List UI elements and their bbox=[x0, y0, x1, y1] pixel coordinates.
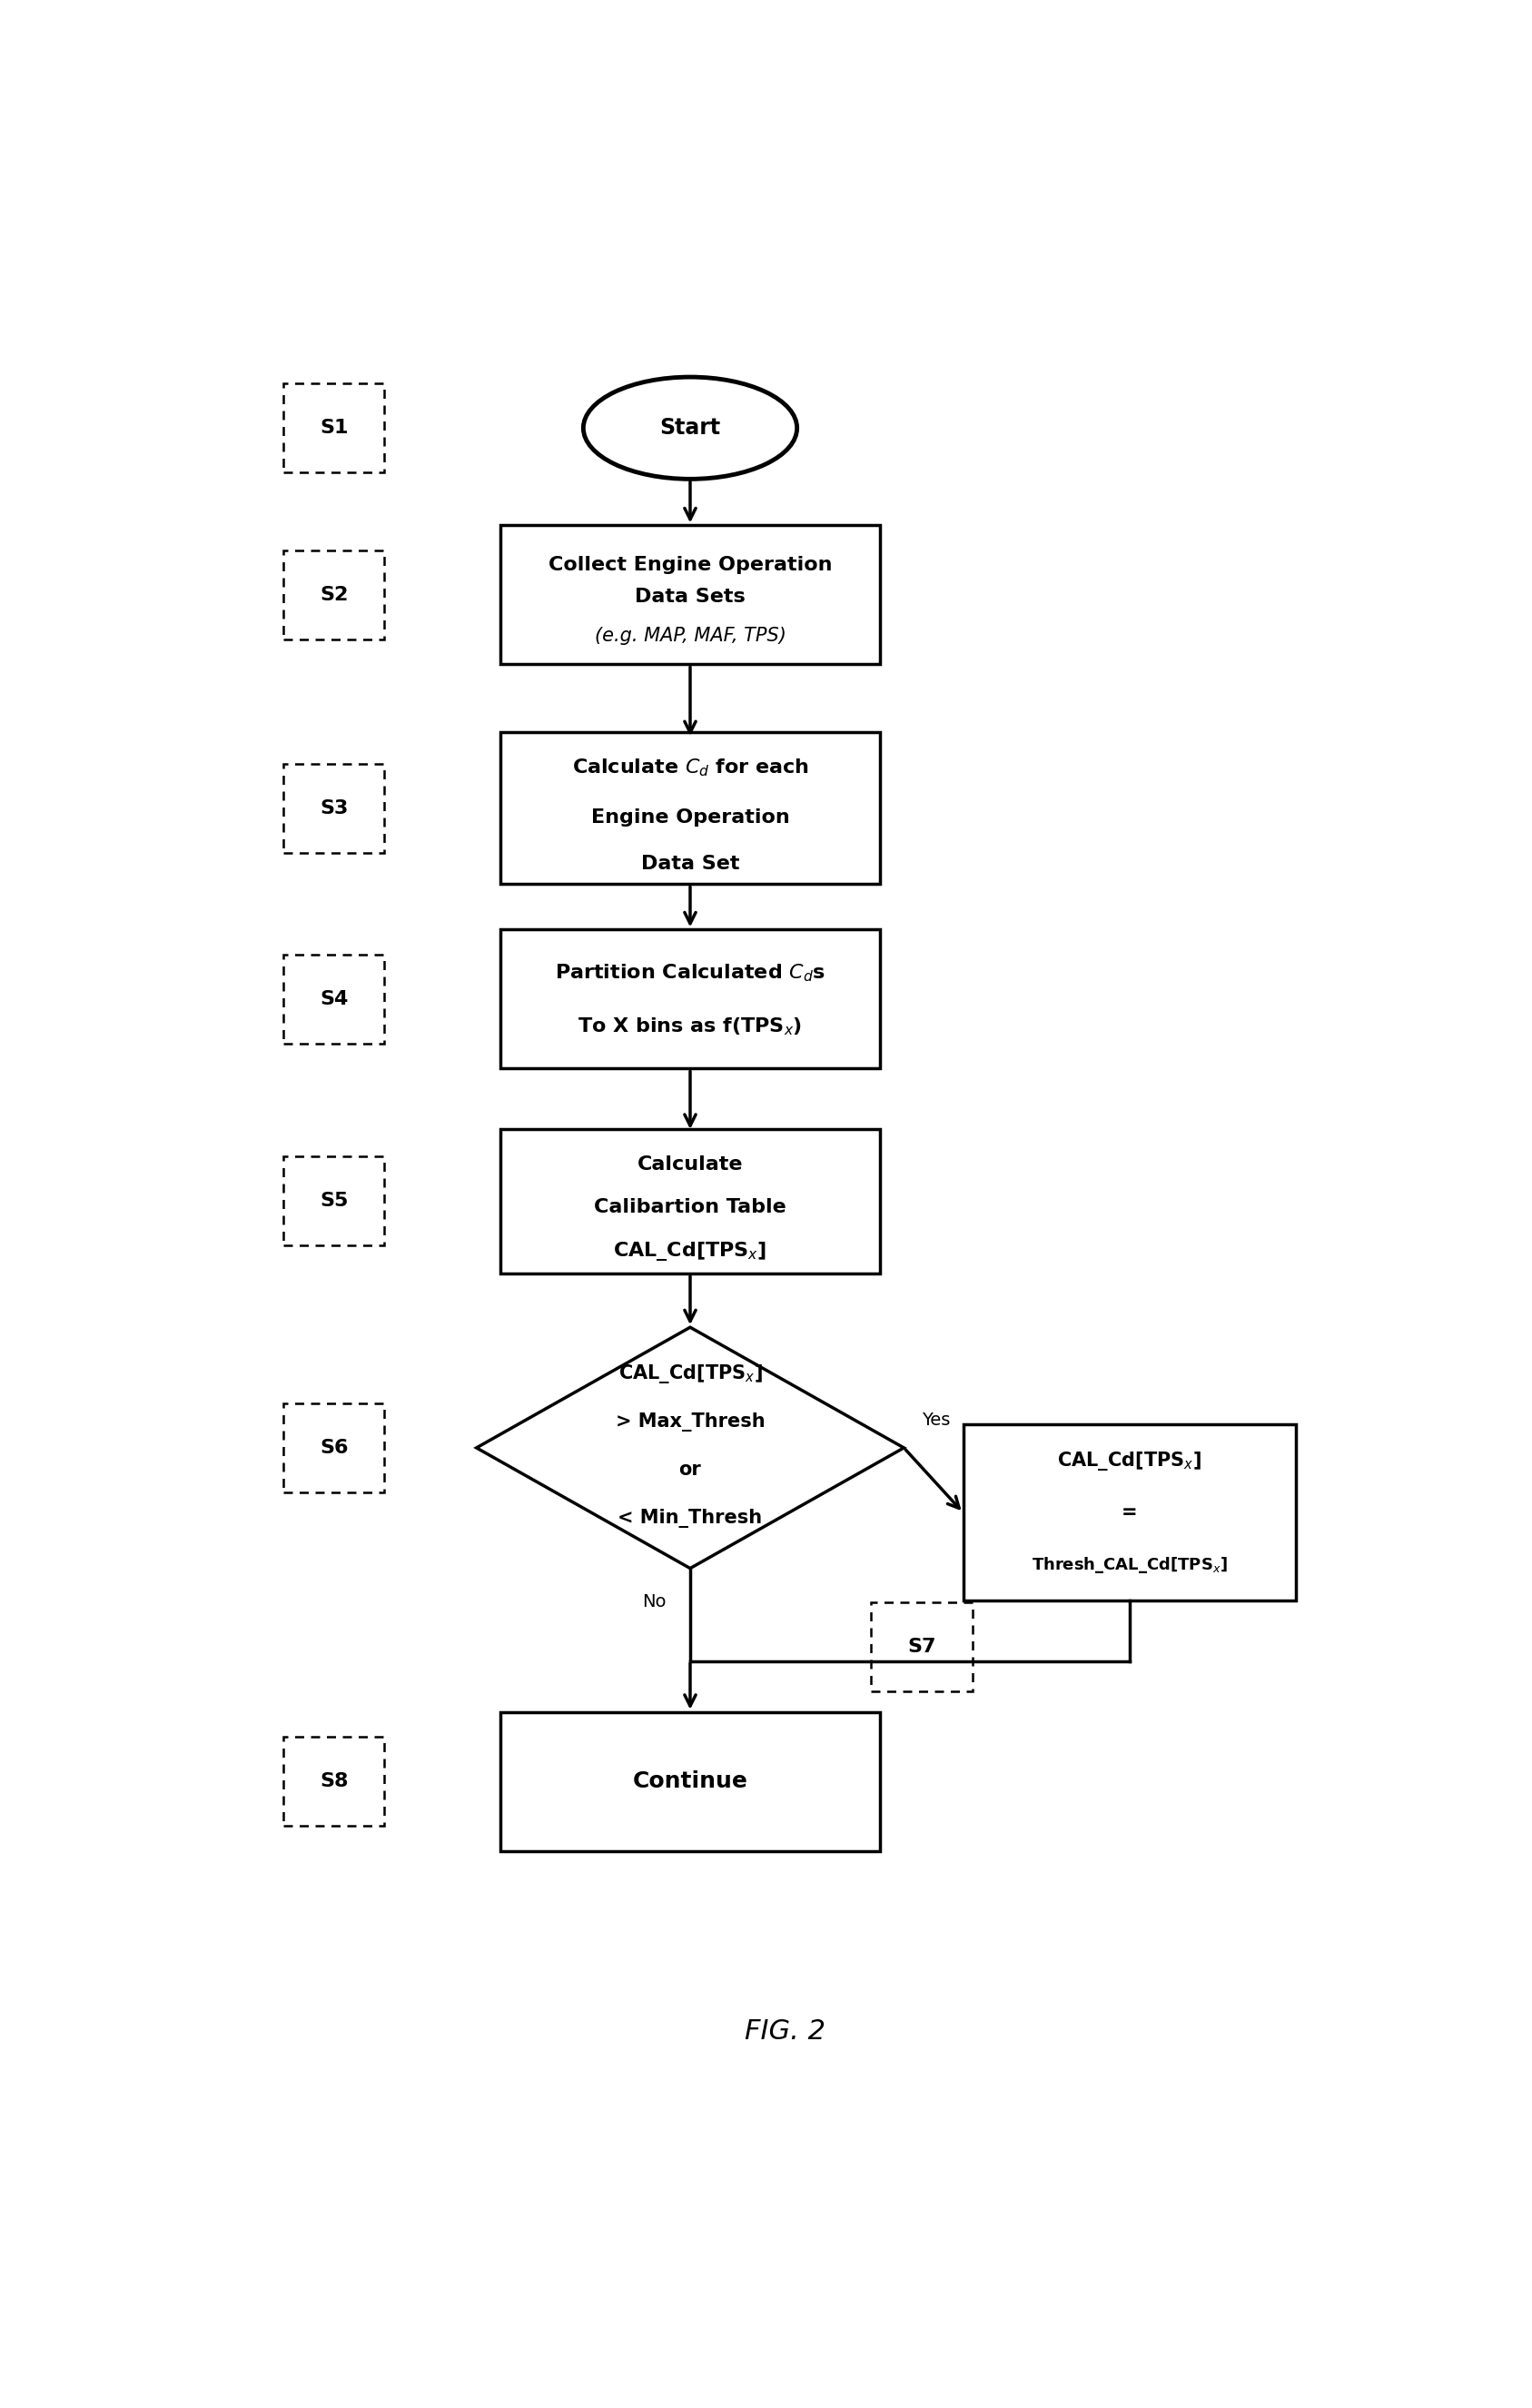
Text: Yes: Yes bbox=[922, 1411, 950, 1428]
Text: Data Sets: Data Sets bbox=[634, 588, 746, 607]
Bar bbox=[283, 383, 385, 472]
Text: Thresh_CAL_Cd[TPS$_x$]: Thresh_CAL_Cd[TPS$_x$] bbox=[1031, 1556, 1227, 1575]
Text: S1: S1 bbox=[320, 419, 348, 438]
Text: S2: S2 bbox=[320, 585, 348, 604]
Text: Start: Start bbox=[660, 417, 720, 438]
Bar bbox=[283, 1736, 385, 1825]
Text: S6: S6 bbox=[320, 1438, 348, 1457]
Text: Collect Engine Operation: Collect Engine Operation bbox=[548, 556, 832, 576]
Text: Partition Calculated $C_d$s: Partition Calculated $C_d$s bbox=[555, 963, 826, 985]
Bar bbox=[499, 525, 879, 665]
Text: > Max_Thresh: > Max_Thresh bbox=[616, 1413, 764, 1430]
Text: S8: S8 bbox=[320, 1772, 348, 1792]
Bar bbox=[872, 1604, 973, 1693]
Text: CAL_Cd[TPS$_x$]: CAL_Cd[TPS$_x$] bbox=[617, 1363, 763, 1385]
Bar bbox=[283, 1156, 385, 1245]
Ellipse shape bbox=[584, 378, 797, 479]
Text: Data Set: Data Set bbox=[640, 855, 740, 872]
Text: S7: S7 bbox=[907, 1637, 936, 1657]
Bar bbox=[283, 954, 385, 1043]
Text: S5: S5 bbox=[320, 1192, 348, 1211]
Bar bbox=[499, 1712, 879, 1852]
Bar bbox=[499, 732, 879, 884]
Text: CAL_Cd[TPS$_x$]: CAL_Cd[TPS$_x$] bbox=[1057, 1450, 1201, 1471]
Text: Continue: Continue bbox=[633, 1770, 748, 1792]
Bar bbox=[283, 551, 385, 641]
Text: (e.g. MAP, MAF, TPS): (e.g. MAP, MAF, TPS) bbox=[594, 626, 786, 645]
Text: Calibartion Table: Calibartion Table bbox=[594, 1197, 786, 1216]
Text: No: No bbox=[642, 1594, 666, 1611]
Text: To X bins as f(TPS$_x$): To X bins as f(TPS$_x$) bbox=[578, 1016, 803, 1038]
Text: or: or bbox=[679, 1462, 702, 1479]
Text: =: = bbox=[1121, 1503, 1137, 1522]
Bar bbox=[283, 763, 385, 852]
Text: S3: S3 bbox=[320, 799, 348, 816]
Bar bbox=[499, 1129, 879, 1274]
Text: FIG. 2: FIG. 2 bbox=[745, 2018, 826, 2044]
Text: Engine Operation: Engine Operation bbox=[591, 809, 789, 826]
Bar bbox=[964, 1426, 1296, 1601]
Bar bbox=[499, 929, 879, 1069]
Text: Calculate: Calculate bbox=[637, 1156, 743, 1173]
Text: < Min_Thresh: < Min_Thresh bbox=[617, 1510, 763, 1527]
Text: CAL_Cd[TPS$_x$]: CAL_Cd[TPS$_x$] bbox=[613, 1240, 768, 1262]
Text: S4: S4 bbox=[320, 990, 348, 1009]
Polygon shape bbox=[476, 1327, 904, 1568]
Text: Calculate $C_d$ for each: Calculate $C_d$ for each bbox=[571, 756, 809, 778]
Bar bbox=[283, 1404, 385, 1493]
